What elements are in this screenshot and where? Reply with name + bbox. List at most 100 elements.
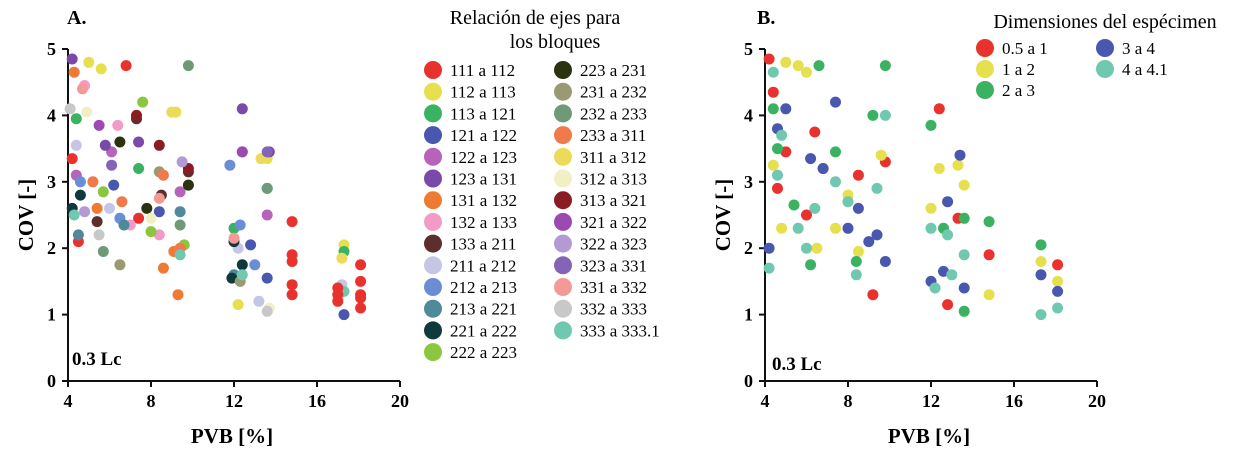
panel-b-point [805,153,817,165]
panel-b-x-tick-label: 8 [844,391,853,411]
panel-b-point [792,60,804,72]
panel-a-legend-marker [554,82,572,101]
panel-b-point [1052,259,1064,271]
panel-b-point [929,282,941,294]
panel-a-point [355,292,367,304]
panel-a-legend-title-line-1: Relación de ejes para [450,7,621,29]
panel-a-point [141,202,153,214]
panel-a-point [97,186,109,198]
panel-a-point [232,299,244,311]
panel-b-x-tick-label: 4 [761,391,770,411]
panel-b-legend-title: Dimensiones del espécimen [993,11,1216,33]
panel-b-point [850,269,862,281]
panel-b-point [933,163,945,174]
panel-a-point [226,272,238,284]
panel-a-legend-label: 322 a 323 [580,235,647,254]
panel-a-legend-label: 312 a 313 [580,170,647,189]
panel-b-point [958,249,970,261]
panel-b-point [809,202,821,214]
panel-a-legend-label: 123 a 131 [450,170,517,189]
panel-a-legend-marker [424,343,442,362]
panel-a-point [157,262,169,274]
panel-a-point [261,272,273,284]
panel-a-point [182,179,194,191]
panel-a-point [172,289,184,301]
panel-a-legend-marker [424,126,442,145]
panel-b-point [852,246,864,257]
panel-a-legend-label: 213 a 221 [450,300,517,319]
panel-b-legend-marker [976,60,994,78]
panel-b-point [813,60,825,72]
panel-b-x-tick-label: 12 [922,391,940,411]
panel-b-point [952,159,964,171]
panel-a-point [112,119,124,131]
panel-a-legend-marker [554,169,572,188]
panel-a-legend-label: 232 a 233 [580,104,647,123]
panel-a-legend-marker [554,278,572,296]
panel-a-point [253,295,265,307]
panel-b-point [1035,269,1047,281]
panel-a-point [249,259,261,271]
panel-b-y-tick-label: 2 [744,238,753,258]
panel-b-point [776,222,788,234]
panel-a-letter: A. [67,7,86,29]
panel-b-point [780,56,792,68]
panel-a-point [261,182,273,194]
panel-a-legend-marker [554,321,572,340]
panel-b-point [809,126,821,138]
panel-a-x-axis-label: PVB [%] [191,424,273,448]
panel-b-legend-label: 3 a 4 [1122,39,1156,58]
panel-a-point [114,136,126,148]
panel-b-point [983,249,995,261]
panel-b-point [817,163,829,174]
panel-b-point [776,129,788,141]
panel-b-y-tick-label: 4 [744,105,753,125]
panel-a-point [245,239,257,251]
panel-b-point [925,202,937,214]
panel-a-y-tick-label: 5 [47,39,56,59]
panel-a-legend-label: 121 a 122 [450,126,517,145]
panel-a-point [153,139,165,151]
panel-b-point [958,179,970,191]
panel-b-point [801,66,812,78]
panel-a-point [74,176,86,188]
panel-a-legend-label: 223 a 231 [580,61,647,80]
panel-b-legend-label: 2 a 3 [1002,81,1035,100]
panel-a-legend-marker [554,256,572,275]
panel-a-point [261,305,273,317]
panel-b-point [780,103,792,115]
panel-b-point [1035,256,1047,267]
panel-a-point [137,96,149,108]
panel-a-legend-label: 221 a 222 [450,321,517,340]
panel-a-point [174,219,186,231]
panel-a-point [91,216,103,228]
panel-a-point [355,302,367,314]
panel-a-point [116,196,128,208]
panel-a-legend-label: 113 a 121 [450,104,516,123]
panel-b-annotation: 0.3 Lc [772,354,822,375]
panel-a-point [174,186,186,198]
panel-a-point [106,159,118,171]
panel-a-legend-label: 313 a 321 [580,191,647,210]
panel-b-point [842,222,854,234]
panel-b-point [767,86,779,98]
panel-a-legend-marker [424,299,442,318]
panel-a-point [77,83,88,95]
panel-a-point [236,269,248,281]
panel-a-legend-label: 212 a 213 [450,278,517,297]
panel-b-point [805,259,817,271]
panel-b-point [879,60,891,72]
panel-a-legend-label: 131 a 132 [450,191,517,210]
panel-a-point [64,103,76,115]
panel-a-point [95,63,107,75]
panel-b-point [852,169,864,181]
panel-a-point [93,119,105,131]
panel-b-point [767,159,779,171]
panel-b-point [830,146,841,158]
panel-a-point [118,219,130,231]
